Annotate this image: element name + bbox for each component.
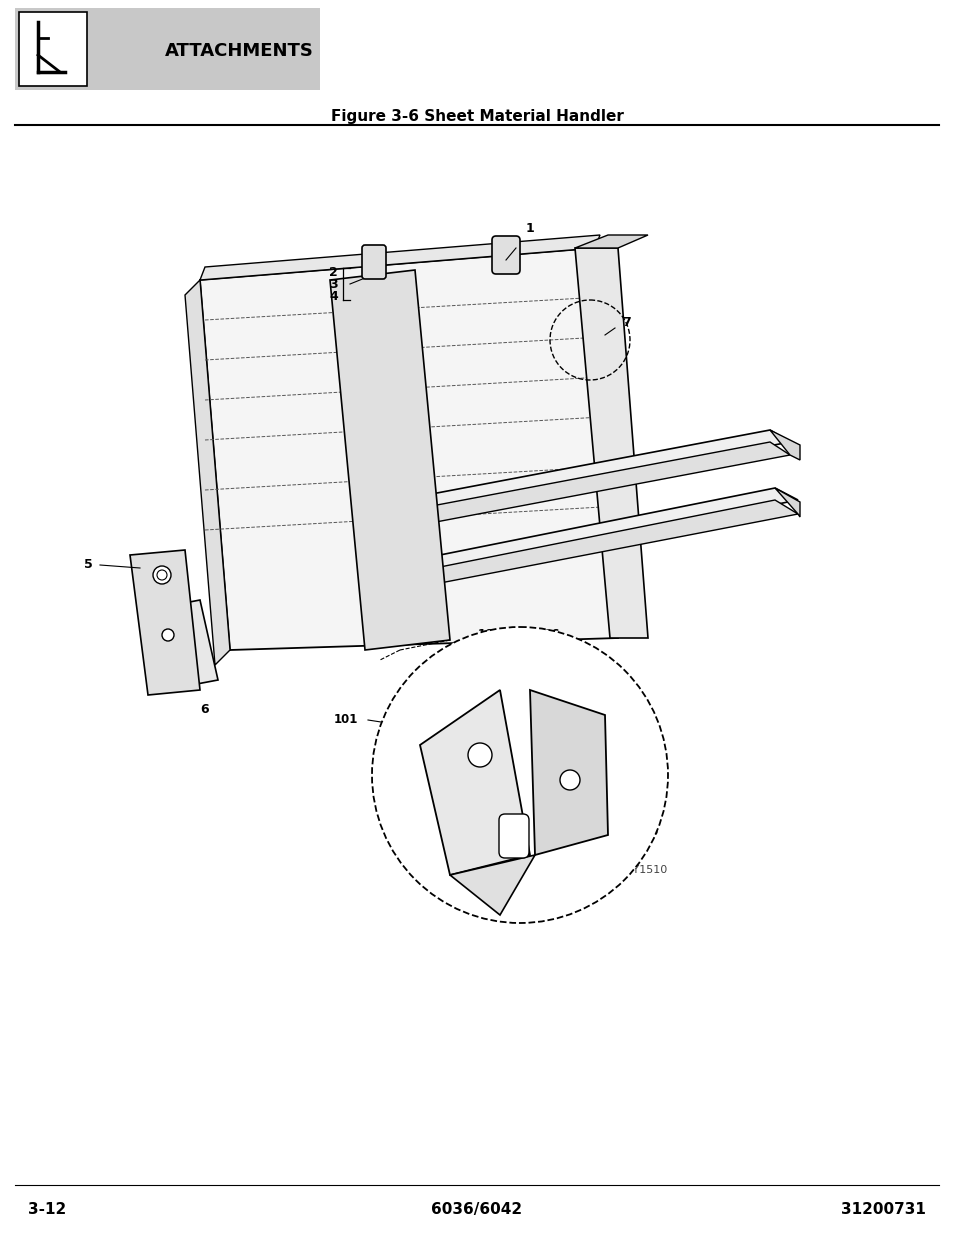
Circle shape: [162, 629, 173, 641]
Circle shape: [152, 566, 171, 584]
Text: 105: 105: [635, 825, 659, 839]
Text: 6: 6: [200, 704, 209, 716]
Text: 3-12: 3-12: [28, 1203, 66, 1218]
Text: 102: 102: [635, 783, 659, 797]
Text: Figure 3-6 Sheet Material Handler: Figure 3-6 Sheet Material Handler: [331, 109, 622, 124]
Polygon shape: [200, 248, 618, 650]
Text: 106: 106: [536, 629, 559, 641]
Text: PY1510: PY1510: [627, 864, 668, 876]
Text: 104: 104: [635, 811, 659, 825]
Polygon shape: [330, 270, 450, 650]
Polygon shape: [530, 690, 607, 855]
Text: 7: 7: [621, 315, 630, 329]
Text: 2: 2: [329, 266, 337, 279]
FancyBboxPatch shape: [492, 236, 519, 274]
Polygon shape: [774, 488, 800, 517]
Text: 5: 5: [84, 558, 92, 572]
Polygon shape: [575, 248, 647, 638]
Circle shape: [372, 627, 667, 923]
Polygon shape: [419, 690, 530, 876]
Circle shape: [559, 769, 579, 790]
Bar: [19, 12, 87, 86]
Polygon shape: [415, 488, 797, 572]
Bar: [15, 7, 319, 90]
Polygon shape: [450, 855, 535, 915]
Text: 101: 101: [334, 714, 357, 726]
Text: ATTACHMENTS: ATTACHMENTS: [165, 42, 314, 61]
Text: 31200731: 31200731: [841, 1203, 925, 1218]
Polygon shape: [148, 600, 218, 690]
Polygon shape: [185, 280, 230, 664]
Polygon shape: [769, 430, 800, 459]
Text: 1: 1: [525, 221, 534, 235]
Text: 103: 103: [635, 798, 659, 810]
Polygon shape: [575, 235, 647, 248]
Polygon shape: [200, 235, 599, 280]
Text: 107: 107: [477, 629, 501, 641]
FancyBboxPatch shape: [361, 245, 386, 279]
FancyBboxPatch shape: [498, 814, 529, 858]
Polygon shape: [399, 430, 789, 513]
Text: 4: 4: [329, 289, 337, 303]
Text: 3: 3: [329, 278, 337, 290]
Polygon shape: [130, 550, 200, 695]
Polygon shape: [415, 500, 797, 584]
Circle shape: [468, 743, 492, 767]
Text: 6036/6042: 6036/6042: [431, 1203, 522, 1218]
Polygon shape: [399, 442, 789, 525]
